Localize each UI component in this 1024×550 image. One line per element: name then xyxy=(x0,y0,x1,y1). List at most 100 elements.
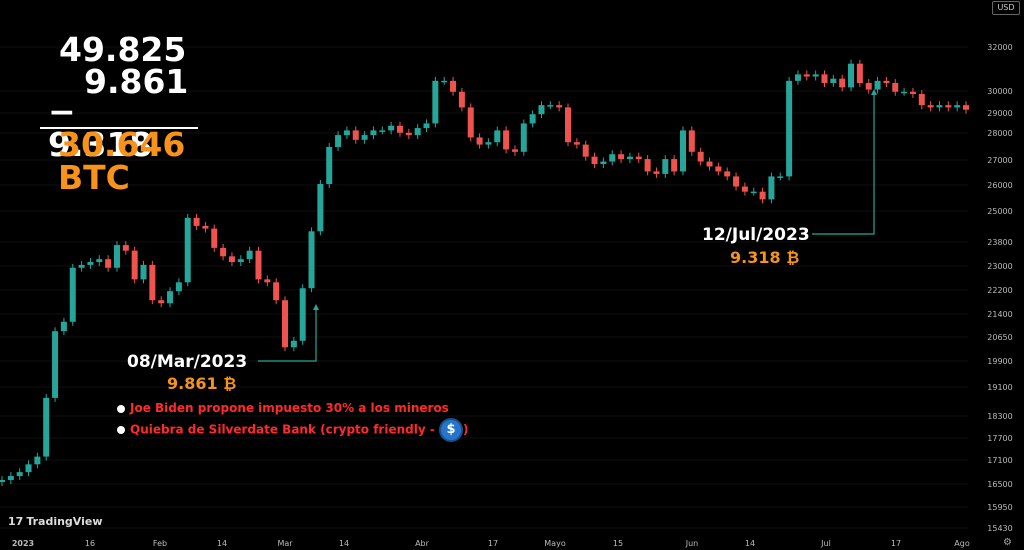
y-tick-label: 19100 xyxy=(987,383,1012,392)
candle-body xyxy=(282,300,289,348)
candle-body xyxy=(96,259,103,263)
candle-body xyxy=(467,107,474,138)
candle-body xyxy=(954,105,961,108)
calc-line-2: 9.861 xyxy=(84,62,189,101)
candle-body xyxy=(786,80,793,177)
candle-body xyxy=(591,156,598,164)
candle-body xyxy=(565,107,572,143)
candle-body xyxy=(892,83,899,92)
annotation-line-mar xyxy=(258,306,317,362)
candle-body xyxy=(396,125,403,133)
y-tick-label: 20650 xyxy=(987,333,1012,342)
candle-body xyxy=(839,78,846,88)
candle-body xyxy=(299,288,306,341)
candle-body xyxy=(414,128,421,136)
candle-body xyxy=(78,264,85,268)
candle-body xyxy=(193,217,200,226)
calc-total: 30.646 BTC xyxy=(58,125,186,197)
candle-body xyxy=(777,176,784,178)
y-tick-label: 23800 xyxy=(987,238,1012,247)
calc-line-1: 49.825 xyxy=(59,30,187,69)
candle-body xyxy=(317,183,324,232)
candle-body xyxy=(149,264,156,301)
candle-body xyxy=(246,250,253,260)
x-tick-label: Ago xyxy=(954,539,970,548)
x-tick-label: Jul xyxy=(820,539,831,548)
x-tick-label: 17 xyxy=(891,539,901,548)
candle-body xyxy=(503,130,510,150)
candle-body xyxy=(158,300,165,304)
candle-body xyxy=(335,135,342,147)
candle-body xyxy=(69,267,76,322)
x-tick-label: Abr xyxy=(415,539,430,548)
price-axis[interactable]: 32000 30000 29000 28000 27000 26000 25000 23800… xyxy=(987,43,1012,533)
candle-body xyxy=(821,74,828,84)
candle-body xyxy=(290,340,297,348)
candle-body xyxy=(220,247,227,257)
candle-body xyxy=(131,250,138,280)
candle-body xyxy=(175,282,182,292)
candle-body xyxy=(662,159,669,174)
x-tick-label: 16 xyxy=(85,539,95,548)
candle-body xyxy=(361,135,368,140)
x-tick-label: 14 xyxy=(217,539,227,548)
y-tick-label: 15430 xyxy=(987,524,1012,533)
x-tick-label: Jun xyxy=(685,539,699,548)
x-tick-label: Feb xyxy=(153,539,167,548)
candle-body xyxy=(511,149,518,152)
candle-body xyxy=(520,123,527,152)
candle-body xyxy=(0,480,5,482)
candle-body xyxy=(697,151,704,162)
candle-body xyxy=(16,472,23,477)
annotation-date-mar: 08/Mar/2023 xyxy=(127,352,248,372)
annotation-value-mar: 9.861 ₿ xyxy=(167,374,236,394)
arrow-icon xyxy=(313,304,319,310)
candle-body xyxy=(308,231,315,289)
candle-body xyxy=(273,282,280,301)
candle-body xyxy=(122,245,129,251)
y-tick-label: 22200 xyxy=(987,286,1012,295)
candle-body xyxy=(556,105,563,108)
y-tick-label: 18300 xyxy=(987,412,1012,421)
candle-body xyxy=(618,154,625,160)
candle-body xyxy=(715,166,722,172)
y-tick-label: 15950 xyxy=(987,503,1012,512)
candle-body xyxy=(856,63,863,84)
candle-body xyxy=(865,83,872,90)
usdc-icon: $ xyxy=(439,418,463,442)
note-biden: Joe Biden propone impuesto 30% a los min… xyxy=(117,401,449,415)
calc-line-3: − 9.318 xyxy=(48,92,153,164)
settings-icon[interactable]: ⚙ xyxy=(1003,537,1012,548)
annotation-value-mar-number: 9.861 xyxy=(167,374,218,393)
candle-body xyxy=(184,217,191,283)
y-tick-label: 29000 xyxy=(987,109,1012,118)
candle-body xyxy=(582,144,589,157)
time-axis[interactable]: 2023 16 Feb 14 Mar 14 Abr 17 Mayo 15 Jun 14 Jul 17 Ago xyxy=(12,539,970,548)
candle-body xyxy=(140,264,147,280)
candle-body xyxy=(228,256,235,263)
candle-body xyxy=(848,63,855,88)
candle-body xyxy=(741,186,748,192)
candlestick-series xyxy=(0,59,969,486)
candle-body xyxy=(237,259,244,263)
y-tick-label: 26000 xyxy=(987,181,1012,190)
y-tick-label: 23000 xyxy=(987,262,1012,271)
candle-body xyxy=(945,105,952,108)
y-tick-label: 17700 xyxy=(987,434,1012,443)
candle-body xyxy=(60,321,67,332)
y-tick-label: 27000 xyxy=(987,156,1012,165)
candle-body xyxy=(936,105,943,108)
bitcoin-icon: ₿ xyxy=(786,248,800,267)
candle-body xyxy=(644,159,651,172)
candle-body xyxy=(626,156,633,160)
candle-body xyxy=(688,130,695,152)
chart-grid xyxy=(0,46,968,529)
candle-body xyxy=(388,125,395,131)
x-tick-label: Mayo xyxy=(544,539,566,548)
note-silvergate-text: Quiebra de Silverdate Bank (crypto frien… xyxy=(130,422,439,437)
note-biden-text: Joe Biden propone impuesto 30% a los min… xyxy=(130,401,449,415)
tradingview-label: TradingView xyxy=(26,515,103,528)
tradingview-logo[interactable]: 17 TradingView xyxy=(8,515,103,528)
currency-selector[interactable]: USD xyxy=(992,1,1020,15)
